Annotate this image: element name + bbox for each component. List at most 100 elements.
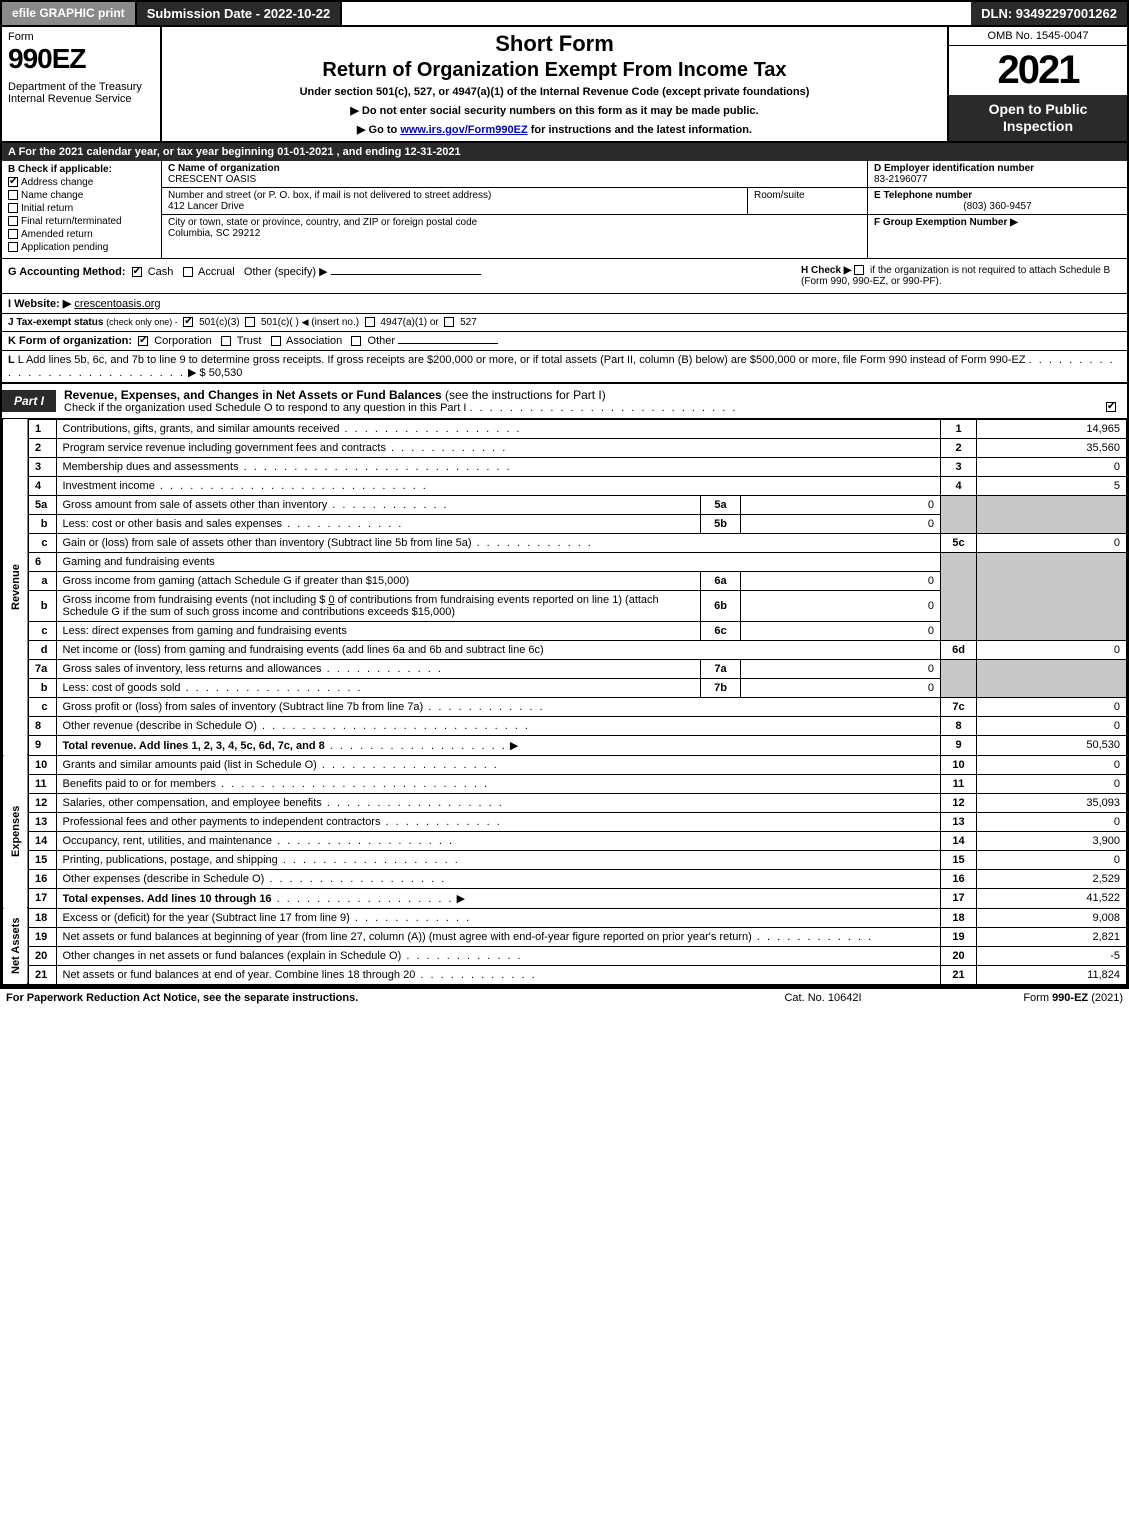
checkbox-icon[interactable] [132, 267, 142, 277]
other-specify-line[interactable] [331, 274, 481, 275]
chk-label: Amended return [21, 229, 93, 240]
line-num: c [28, 697, 56, 716]
right-line-num: 16 [941, 869, 977, 888]
check-amended-return[interactable]: Amended return [8, 229, 155, 240]
section-b: B Check if applicable: Address change Na… [2, 161, 162, 258]
website-link[interactable]: crescentoasis.org [74, 298, 160, 310]
right-line-val: 0 [977, 457, 1127, 476]
right-line-num: 10 [941, 755, 977, 774]
line-num: 5a [28, 495, 56, 514]
checkbox-icon[interactable] [138, 336, 148, 346]
page-footer: For Paperwork Reduction Act Notice, see … [0, 987, 1129, 1007]
check-application-pending[interactable]: Application pending [8, 242, 155, 253]
section-g: G Accounting Method: Cash Accrual Other … [8, 265, 801, 287]
checkbox-icon[interactable] [444, 317, 454, 327]
checkbox-icon[interactable] [245, 317, 255, 327]
dots [415, 969, 536, 981]
inline-num: 5a [701, 495, 741, 514]
check-final-return[interactable]: Final return/terminated [8, 216, 155, 227]
omb-number: OMB No. 1545-0047 [949, 27, 1127, 46]
chk-label: Initial return [21, 203, 73, 214]
tax-exempt-label: J Tax-exempt status [8, 317, 103, 328]
line-15: 15 Printing, publications, postage, and … [3, 850, 1127, 869]
part-1-title-note: (see the instructions for Part I) [445, 388, 606, 402]
line-num: d [28, 640, 56, 659]
website-label: I Website: ▶ [8, 298, 71, 310]
checkbox-icon[interactable] [271, 336, 281, 346]
inline-val: 0 [741, 495, 941, 514]
right-line-val: 0 [977, 716, 1127, 735]
shaded-cell [941, 495, 977, 533]
desc-text: Gross amount from sale of assets other t… [63, 499, 328, 511]
line-13: 13 Professional fees and other payments … [3, 812, 1127, 831]
dots [282, 518, 403, 530]
desc-text: Less: cost of goods sold [63, 682, 181, 694]
irs-link[interactable]: www.irs.gov/Form990EZ [400, 124, 527, 136]
checkbox-icon[interactable] [183, 317, 193, 327]
dots [380, 816, 501, 828]
dept-label: Department of the Treasury [8, 81, 154, 93]
efile-print-button[interactable]: efile GRAPHIC print [2, 2, 137, 25]
checkbox-icon[interactable] [183, 267, 193, 277]
line-desc: Excess or (deficit) for the year (Subtra… [56, 908, 941, 927]
fundraising-amount: 0 [328, 594, 334, 606]
line-num: 16 [28, 869, 56, 888]
checkbox-icon[interactable] [221, 336, 231, 346]
shaded-cell [977, 659, 1127, 697]
line-desc: Less: cost of goods sold [56, 678, 701, 697]
checkbox-icon[interactable] [854, 265, 864, 275]
right-line-val: 14,965 [977, 419, 1127, 438]
checkbox-icon[interactable] [351, 336, 361, 346]
line-desc: Other expenses (describe in Schedule O) [56, 869, 941, 888]
right-line-val: 50,530 [977, 735, 1127, 755]
line-num: 17 [28, 888, 56, 908]
desc-text: Occupancy, rent, utilities, and maintena… [63, 835, 273, 847]
check-name-change[interactable]: Name change [8, 190, 155, 201]
inline-val: 0 [741, 590, 941, 621]
checkbox-icon [8, 177, 18, 187]
line-desc: Gross sales of inventory, less returns a… [56, 659, 701, 678]
open-to-public: Open to Public Inspection [949, 95, 1127, 141]
line-num: 4 [28, 476, 56, 495]
chk-label: Final return/terminated [21, 216, 122, 227]
section-bcdef: B Check if applicable: Address change Na… [2, 161, 1127, 259]
expenses-side-label: Expenses [3, 755, 29, 908]
right-line-num: 20 [941, 946, 977, 965]
check-initial-return[interactable]: Initial return [8, 203, 155, 214]
right-line-val: 11,824 [977, 965, 1127, 984]
instruction-goto: ▶ Go to www.irs.gov/Form990EZ for instru… [170, 123, 939, 136]
desc-text: Gain or (loss) from sale of assets other… [63, 537, 472, 549]
dots [239, 461, 512, 473]
dots [327, 499, 448, 511]
inline-num: 7a [701, 659, 741, 678]
line-desc: Occupancy, rent, utilities, and maintena… [56, 831, 941, 850]
form-header: Form 990EZ Department of the Treasury In… [2, 27, 1127, 143]
form-year: (2021) [1088, 992, 1123, 1004]
section-f: F Group Exemption Number ▶ [868, 215, 1127, 230]
line-desc: Other revenue (describe in Schedule O) [56, 716, 941, 735]
inline-num: 7b [701, 678, 741, 697]
desc-text: Other changes in net assets or fund bala… [63, 950, 402, 962]
group-exemption-label: F Group Exemption Number ▶ [874, 217, 1018, 228]
room-suite: Room/suite [747, 188, 867, 214]
checkbox-icon[interactable] [365, 317, 375, 327]
schedule-o-checkbox[interactable] [1106, 402, 1116, 412]
right-line-num: 6d [941, 640, 977, 659]
line-7c: c Gross profit or (loss) from sales of i… [3, 697, 1127, 716]
right-line-val: 0 [977, 755, 1127, 774]
right-line-val: 2,529 [977, 869, 1127, 888]
right-line-val: 0 [977, 697, 1127, 716]
line-num: b [28, 678, 56, 697]
desc-text: Less: cost or other basis and sales expe… [63, 518, 283, 530]
cash-label: Cash [148, 266, 174, 278]
org-name: CRESCENT OASIS [168, 174, 256, 185]
line-6: 6 Gaming and fundraising events [3, 552, 1127, 571]
arrow-icon: ▶ $ [188, 367, 206, 379]
line-desc: Gross amount from sale of assets other t… [56, 495, 701, 514]
section-j: J Tax-exempt status (check only one) - 5… [2, 314, 1127, 332]
check-address-change[interactable]: Address change [8, 177, 155, 188]
line-num: b [28, 514, 56, 533]
line-desc: Grants and similar amounts paid (list in… [56, 755, 941, 774]
other-line[interactable] [398, 343, 498, 344]
desc-text: Printing, publications, postage, and shi… [63, 854, 278, 866]
